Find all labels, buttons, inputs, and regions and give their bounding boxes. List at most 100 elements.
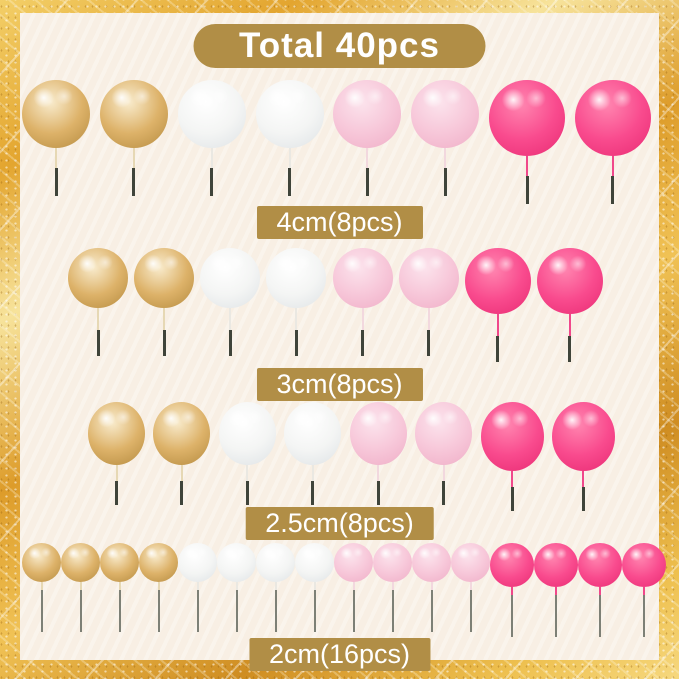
size-label-text: 4cm(8pcs) bbox=[276, 207, 403, 237]
ball-gold bbox=[68, 248, 128, 308]
stick-upper bbox=[555, 587, 557, 595]
stick-upper bbox=[377, 465, 380, 481]
ball-white bbox=[177, 80, 246, 148]
ball-pink bbox=[415, 402, 473, 465]
ball-pick bbox=[534, 543, 578, 637]
stick-lower bbox=[443, 168, 447, 196]
stick-lower bbox=[442, 481, 446, 505]
stick-upper bbox=[246, 465, 249, 481]
ball-pick bbox=[177, 80, 246, 196]
stick-lower bbox=[469, 590, 472, 632]
stick-lower bbox=[157, 590, 160, 632]
ball-white bbox=[178, 543, 217, 582]
ball-pink bbox=[411, 80, 480, 148]
stick-upper bbox=[288, 148, 291, 168]
stick-lower bbox=[228, 330, 232, 356]
ball-gold bbox=[139, 543, 178, 582]
stick-lower bbox=[311, 481, 315, 505]
stick-upper bbox=[526, 156, 529, 176]
size-label-text: 3cm(8pcs) bbox=[276, 369, 403, 399]
ball-pick bbox=[622, 543, 666, 637]
stick-upper bbox=[442, 465, 445, 481]
ball-pick bbox=[200, 248, 261, 356]
stick-upper bbox=[391, 582, 394, 590]
size-label-4cm: 4cm(8pcs) bbox=[256, 206, 423, 239]
stick-upper bbox=[115, 465, 118, 481]
ball-pick bbox=[22, 543, 61, 632]
ball-gold bbox=[134, 248, 195, 308]
ball-pick bbox=[464, 248, 531, 362]
ball-pick bbox=[134, 248, 195, 356]
stick-upper bbox=[511, 587, 513, 595]
ball-pick bbox=[398, 248, 459, 356]
stick-lower bbox=[196, 590, 199, 632]
stick-upper bbox=[366, 148, 369, 168]
ball-white bbox=[218, 402, 276, 465]
ball-pink bbox=[412, 543, 451, 582]
ball-gold bbox=[88, 402, 145, 465]
ball-pick bbox=[490, 543, 534, 637]
stick-lower bbox=[288, 168, 292, 196]
stick-upper bbox=[496, 314, 499, 336]
stick-lower bbox=[313, 590, 316, 632]
ball-pick bbox=[574, 80, 651, 204]
stick-upper bbox=[180, 465, 183, 481]
ball-pick bbox=[218, 402, 276, 505]
stick-upper bbox=[118, 582, 121, 590]
ball-pick bbox=[373, 543, 412, 632]
stick-upper bbox=[229, 308, 232, 330]
ball-pink bbox=[349, 402, 407, 465]
ball-pick bbox=[22, 80, 90, 196]
stick-upper bbox=[568, 314, 571, 336]
stick-upper bbox=[235, 582, 238, 590]
size-label-3cm: 3cm(8pcs) bbox=[256, 368, 423, 401]
ball-pick bbox=[333, 80, 402, 196]
ball-hot_pink bbox=[480, 402, 544, 471]
ball-hot_pink bbox=[534, 543, 578, 587]
stick-upper bbox=[79, 582, 82, 590]
ball-pick bbox=[578, 543, 622, 637]
size-label-2-5cm: 2.5cm(8pcs) bbox=[245, 507, 434, 540]
ball-row-2cm bbox=[20, 543, 666, 637]
ball-pick bbox=[411, 80, 480, 196]
ball-pink bbox=[373, 543, 412, 582]
stick-upper bbox=[430, 582, 433, 590]
ball-hot_pink bbox=[490, 543, 534, 587]
ball-white bbox=[295, 543, 334, 582]
ball-pink bbox=[398, 248, 459, 308]
stick-upper bbox=[210, 148, 213, 168]
stick-lower bbox=[118, 590, 121, 632]
stick-lower bbox=[162, 330, 166, 356]
stick-upper bbox=[444, 148, 447, 168]
stick-lower bbox=[54, 168, 58, 196]
ball-hot_pink bbox=[536, 248, 603, 314]
ball-pick bbox=[256, 543, 295, 632]
stick-lower bbox=[555, 595, 557, 637]
ball-pick bbox=[139, 543, 178, 632]
stick-lower bbox=[210, 168, 214, 196]
ball-pick bbox=[415, 402, 473, 505]
ball-pick bbox=[536, 248, 603, 362]
stick-upper bbox=[599, 587, 601, 595]
ball-pick bbox=[451, 543, 490, 632]
stick-upper bbox=[643, 587, 645, 595]
stick-upper bbox=[55, 148, 57, 168]
content-panel: Total 40pcs 4cm(8pcs) 3cm(8pcs) 2.5cm(8p… bbox=[20, 13, 666, 671]
stick-lower bbox=[376, 481, 380, 505]
stick-lower bbox=[568, 336, 572, 362]
stick-lower bbox=[496, 336, 500, 362]
stick-lower bbox=[132, 168, 136, 196]
stick-lower bbox=[525, 176, 529, 204]
ball-gold bbox=[100, 543, 139, 582]
ball-row-4cm bbox=[20, 80, 659, 204]
ball-hot_pink bbox=[489, 80, 566, 156]
stick-upper bbox=[361, 308, 364, 330]
ball-pick bbox=[88, 402, 145, 505]
stick-upper bbox=[40, 582, 43, 590]
ball-pick bbox=[295, 543, 334, 632]
stick-lower bbox=[365, 168, 369, 196]
stick-upper bbox=[97, 308, 99, 330]
ball-pick bbox=[68, 248, 128, 356]
ball-white bbox=[256, 543, 295, 582]
ball-white bbox=[266, 248, 327, 308]
